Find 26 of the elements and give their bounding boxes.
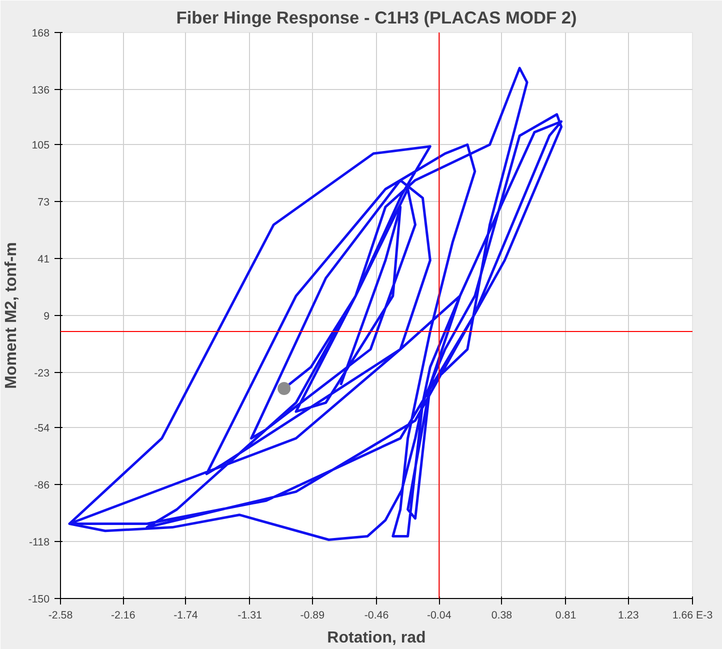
- y-axis-title: Moment M2, tonf-m: [3, 242, 20, 389]
- x-tick-label: -0.89: [300, 610, 325, 622]
- y-tick-label: -23: [34, 367, 50, 380]
- x-tick-label: -1.74: [174, 610, 198, 622]
- x-axis-title: Rotation, rad: [327, 630, 426, 646]
- y-tick-label: 168: [32, 28, 50, 40]
- x-tick-label: -0.46: [364, 610, 389, 622]
- y-tick-label: 41: [38, 254, 50, 266]
- x-tick-label: -2.58: [48, 610, 73, 622]
- x-tick-label: 1.66 E-3: [672, 610, 713, 622]
- x-tick-label: -0.04: [426, 610, 452, 622]
- y-tick-label: 73: [38, 196, 50, 209]
- x-tick-label: 0.38: [491, 610, 512, 622]
- y-tick-label: -86: [34, 480, 50, 492]
- y-tick-label: -150: [28, 594, 50, 606]
- x-tick-label: -1.31: [238, 610, 262, 622]
- chart-title: Fiber Hinge Response - C1H3 (PLACAS MODF 2): [176, 8, 577, 28]
- y-tick-label: 136: [32, 84, 50, 96]
- y-tick-label: 9: [44, 310, 50, 322]
- x-tick-label: 1.23: [618, 610, 639, 622]
- y-tick-label: -54: [34, 422, 50, 435]
- x-tick-label: -2.16: [110, 610, 136, 622]
- y-tick-label: 105: [32, 140, 50, 152]
- line-series: [68, 66, 563, 542]
- y-tick-label: -118: [28, 536, 50, 549]
- x-tick-label: 0.81: [555, 610, 576, 622]
